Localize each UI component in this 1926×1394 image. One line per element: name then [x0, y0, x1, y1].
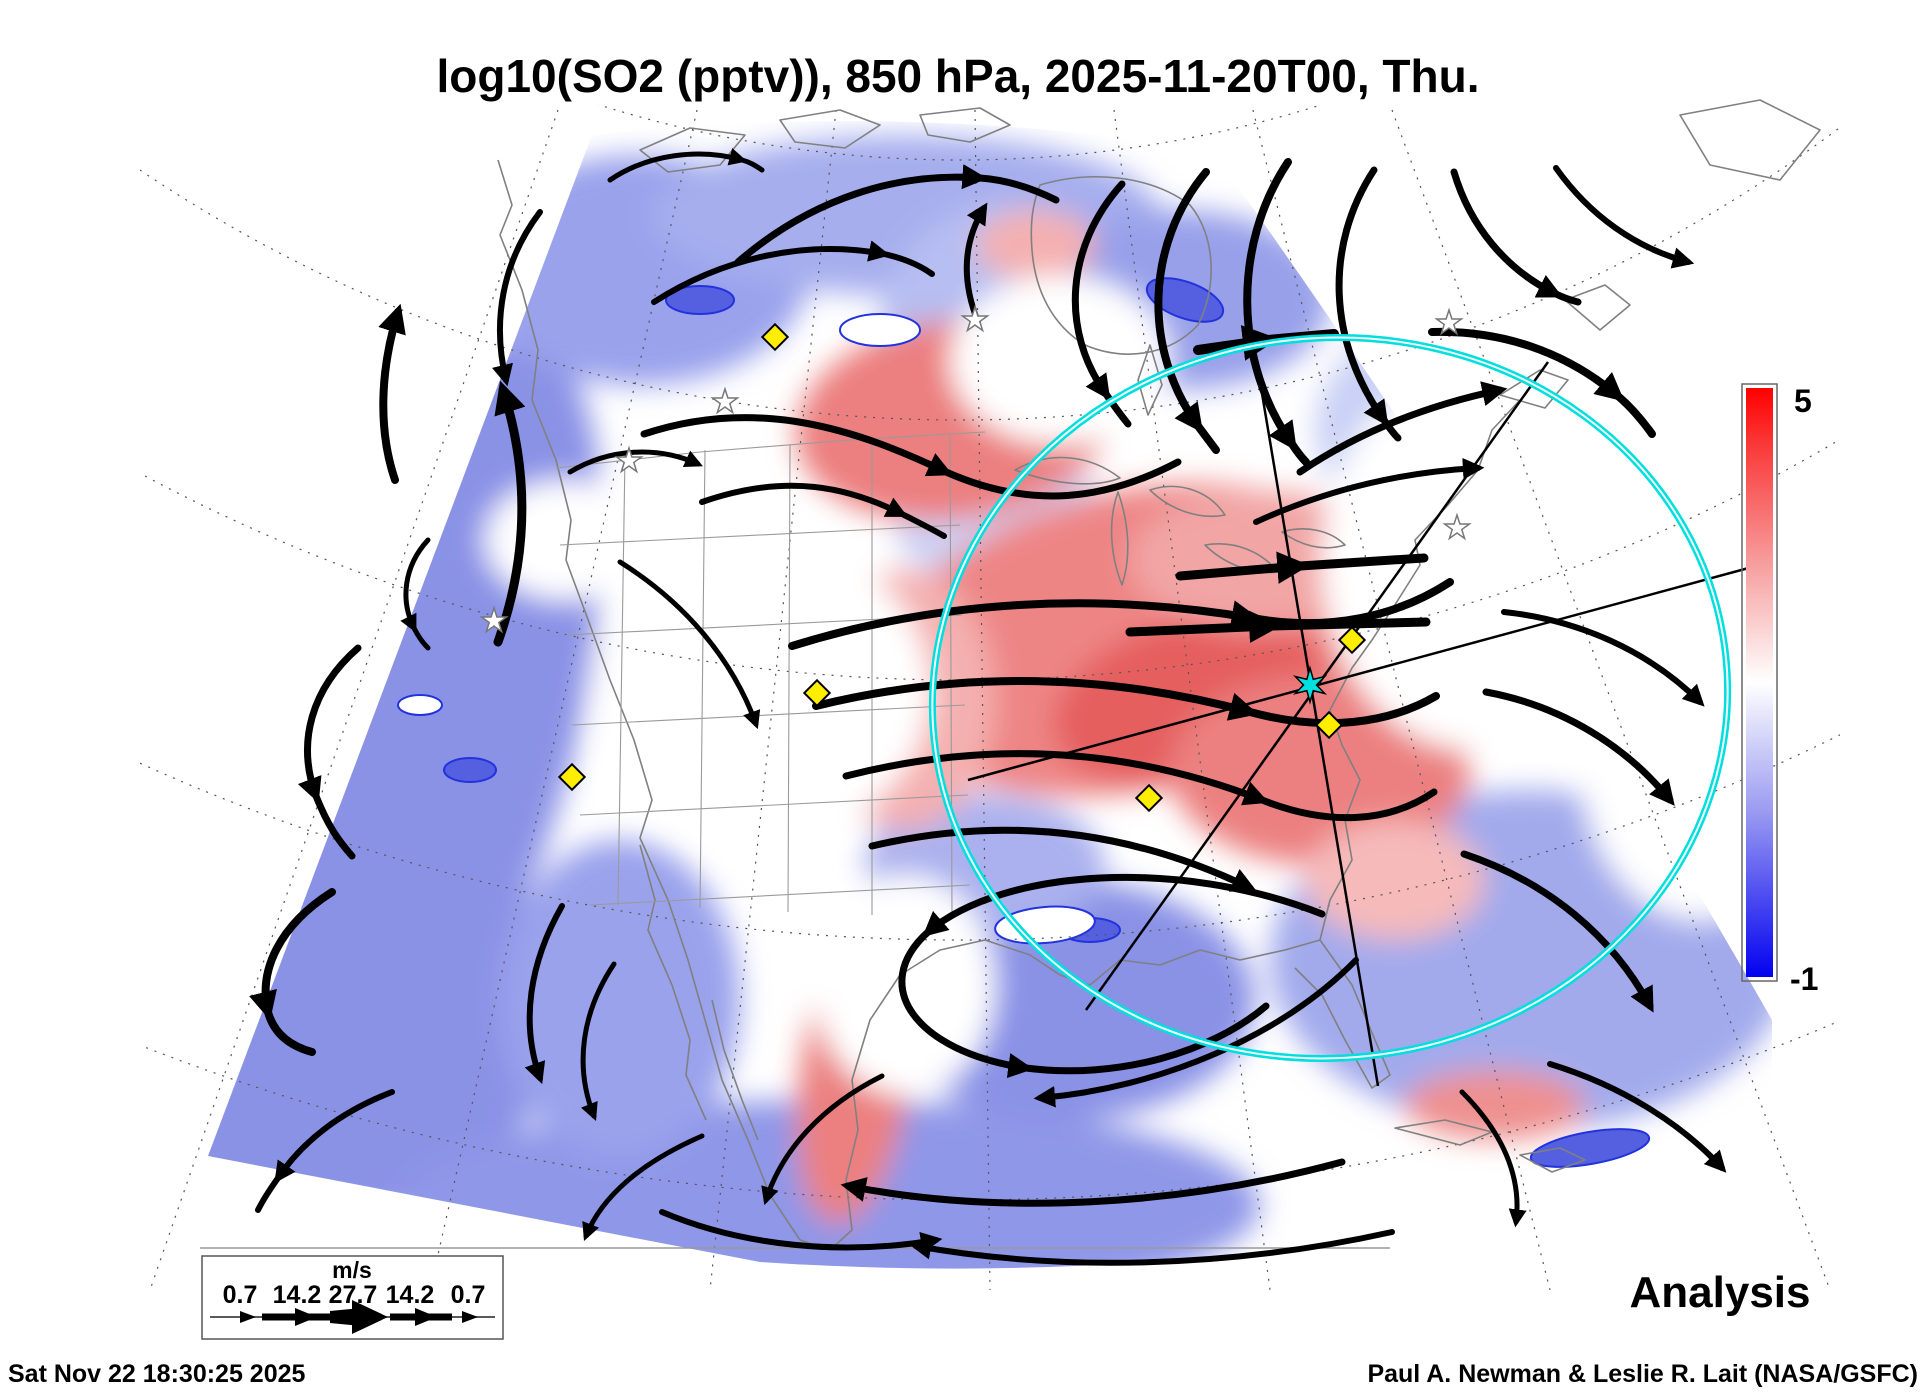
colorbar-gradient — [1746, 388, 1773, 977]
colorbar-max-label: 5 — [1794, 383, 1812, 419]
range-ring — [928, 334, 1732, 1062]
legend-arrow-scale — [210, 1300, 495, 1334]
analysis-label: Analysis — [1630, 1268, 1811, 1317]
wind-speed-legend: m/s 0.7 14.2 27.7 14.2 0.7 — [201, 1255, 504, 1340]
city-star-marker — [1434, 307, 1464, 336]
site-diamond-marker — [1337, 625, 1367, 655]
colorbar-frame — [1741, 383, 1778, 982]
site-diamond-marker — [1134, 783, 1164, 813]
site-diamond-marker — [557, 762, 587, 792]
legend-units-label: m/s — [332, 1257, 372, 1283]
city-star-marker — [614, 445, 644, 474]
site-diamond-marker — [760, 322, 790, 352]
legend-value-4: 0.7 — [451, 1281, 486, 1309]
city-star-marker — [1442, 512, 1472, 541]
legend-value-0: 0.7 — [223, 1281, 258, 1309]
legend-value-1: 14.2 — [273, 1281, 322, 1309]
city-star-marker — [710, 386, 740, 415]
credit-label: Paul A. Newman & Leslie R. Lait (NASA/GS… — [1367, 1360, 1918, 1388]
legend-value-3: 14.2 — [386, 1281, 435, 1309]
site-diamond-marker — [1314, 710, 1344, 740]
site-diamond-marker — [802, 678, 832, 708]
city-star-marker — [960, 304, 990, 333]
wind-streamlines — [249, 148, 1727, 1266]
coastlines — [497, 99, 1821, 1251]
center-star-marker — [1292, 665, 1328, 705]
colorbar: 5 -1 — [1741, 383, 1818, 997]
markers-layer — [479, 304, 1472, 813]
so2-field — [208, 135, 1772, 1269]
city-star-marker — [479, 605, 509, 634]
page-title: log10(SO2 (pptv)), 850 hPa, 2025-11-20T0… — [436, 50, 1479, 102]
colorbar-min-label: -1 — [1790, 961, 1818, 997]
timestamp-label: Sat Nov 22 18:30:25 2025 — [8, 1360, 306, 1388]
